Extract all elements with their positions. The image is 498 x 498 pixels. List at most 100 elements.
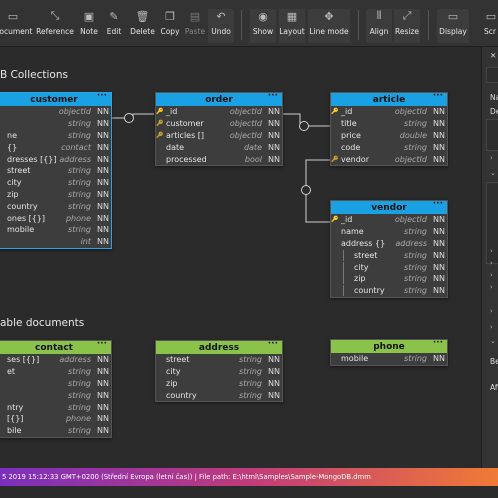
field-type: address <box>59 355 91 365</box>
entity-field-row[interactable]: ntry string NN <box>0 401 111 413</box>
entity-field-row[interactable]: country string NN <box>156 389 282 401</box>
display-button[interactable]: ▭ Display <box>437 9 469 43</box>
close-icon[interactable]: ✕ <box>490 51 497 60</box>
entity-field-row[interactable]: mobile string NN <box>331 353 447 365</box>
entity-customer[interactable]: customer ··· objectId NN string NN ne string NN… <box>0 91 112 249</box>
entity-field-row[interactable]: country string NN <box>331 285 447 297</box>
field-not-null: NN <box>97 119 109 129</box>
entity-field-row[interactable]: 🔑 _id objectId NN <box>331 106 447 118</box>
document-button[interactable]: ▭Document <box>0 9 33 37</box>
undo-button[interactable]: ↶ Undo <box>208 9 234 43</box>
delete-button[interactable]: 🗑 Delete <box>130 9 155 37</box>
field-type: string <box>68 178 91 188</box>
entity-field-row[interactable]: 🔑 customer objectId NN <box>156 118 282 130</box>
field-type: string <box>239 378 262 388</box>
panel-label-description: De <box>490 107 498 116</box>
entity-field-row[interactable]: string NN <box>0 118 111 130</box>
field-not-null: NN <box>268 119 280 129</box>
entity-field-row[interactable]: 🔑 vendor objectId NN <box>331 153 447 165</box>
more-icon[interactable]: ··· <box>96 339 107 349</box>
copy-button[interactable]: ❐ Copy <box>160 9 180 37</box>
relationship-marker <box>299 121 309 131</box>
chevron-right-icon[interactable]: › <box>490 307 493 315</box>
entity-field-row[interactable]: street string NN <box>331 249 447 261</box>
entity-address[interactable]: address ··· street string NN city string NN zip… <box>155 339 283 403</box>
entity-field-row[interactable]: price double NN <box>331 130 447 142</box>
entity-field-row[interactable]: city string NN <box>156 366 282 378</box>
panel-field[interactable] <box>486 119 498 151</box>
align-button[interactable]: ⫴ Align <box>366 9 392 43</box>
entity-field-row[interactable]: ses [{}] address NN <box>0 354 111 366</box>
entity-phone[interactable]: phone ··· mobile string NN <box>330 338 448 366</box>
chevron-right-icon[interactable]: › <box>490 247 493 255</box>
entity-field-row[interactable]: zip string NN <box>156 378 282 390</box>
paste-button[interactable]: ▤ Paste <box>184 9 206 37</box>
entity-field-row[interactable]: dresses [{}] address NN <box>0 153 111 165</box>
entity-field-row[interactable]: processed bool NN <box>156 153 282 165</box>
entity-field-row[interactable]: 🔑 articles [] objectId NN <box>156 130 282 142</box>
entity-field-row[interactable]: ones [{}] phone NN <box>0 212 111 224</box>
chevron-down-icon[interactable]: ⌄ <box>490 169 496 177</box>
entity-field-row[interactable]: et string NN <box>0 366 111 378</box>
field-not-null: NN <box>433 119 445 129</box>
entity-field-row[interactable]: 🔑 _id objectId NN <box>331 214 447 226</box>
more-icon[interactable]: ··· <box>432 199 443 209</box>
layout-button[interactable]: ▦ Layout <box>279 9 305 43</box>
entity-field-row[interactable]: name string NN <box>331 226 447 238</box>
more-icon[interactable]: ··· <box>267 339 278 349</box>
chevron-down-icon[interactable]: ⌄ <box>490 337 496 345</box>
field-type: string <box>68 201 91 211</box>
reference-icon: ⤡ <box>50 9 60 22</box>
note-button[interactable]: ▣ Note <box>80 9 98 37</box>
entity-field-row[interactable]: city string NN <box>0 177 111 189</box>
more-icon[interactable]: ··· <box>96 91 107 101</box>
entity-field-row[interactable]: [{}] phone NN <box>0 413 111 425</box>
entity-article[interactable]: article ··· 🔑 _id objectId NN title string NN pr… <box>330 91 448 166</box>
resize-button[interactable]: ⤢ Resize <box>394 9 420 43</box>
field-type: int <box>80 237 91 247</box>
entity-field-row[interactable]: zip string NN <box>331 273 447 285</box>
chevron-right-icon[interactable]: › <box>490 283 493 291</box>
entity-field-row[interactable]: ne string NN <box>0 130 111 142</box>
entity-field-row[interactable]: objectId NN <box>0 106 111 118</box>
entity-field-row[interactable]: int NN <box>0 236 111 248</box>
chevron-right-icon[interactable]: › <box>490 154 493 162</box>
entity-field-row[interactable]: 🔑 _id objectId NN <box>156 106 282 118</box>
entity-field-row[interactable]: title string NN <box>331 118 447 130</box>
entity-field-row[interactable]: street string NN <box>0 165 111 177</box>
more-icon[interactable]: ··· <box>432 338 443 348</box>
field-name: country <box>7 201 38 211</box>
entity-field-row[interactable]: country string NN <box>0 200 111 212</box>
entity-vendor[interactable]: vendor ··· 🔑 _id objectId NN name string NN addr… <box>330 199 448 298</box>
entity-field-row[interactable]: bile string NN <box>0 425 111 437</box>
chevron-right-icon[interactable]: › <box>490 323 493 331</box>
chevron-right-icon[interactable]: › <box>490 259 493 267</box>
entity-field-row[interactable]: mobile string NN <box>0 224 111 236</box>
panel-field[interactable] <box>486 67 498 83</box>
edit-button[interactable]: ✎ Edit <box>106 9 122 37</box>
entity-field-row[interactable]: string NN <box>0 378 111 390</box>
panel-field[interactable] <box>486 182 498 264</box>
entity-field-row[interactable]: {} contact NN <box>0 141 111 153</box>
show-button[interactable]: ◉ Show <box>250 9 276 43</box>
entity-field-row[interactable]: zip string NN <box>0 189 111 201</box>
field-not-null: NN <box>268 107 280 117</box>
entity-field-row[interactable]: string NN <box>0 389 111 401</box>
entity-field-row[interactable]: city string NN <box>331 261 447 273</box>
status-bar: 5 2019 15:12:33 GMT+0200 (Střední Evropa… <box>0 468 498 486</box>
field-name: [{}] <box>7 414 24 424</box>
screen-button[interactable]: ▭ Scr <box>484 9 497 37</box>
entity-order[interactable]: order ··· 🔑 _id objectId NN 🔑 customer objectId… <box>155 91 283 166</box>
entity-field-row[interactable]: street string NN <box>156 354 282 366</box>
entity-field-row[interactable]: code string NN <box>331 141 447 153</box>
entity-field-row[interactable]: date date NN <box>156 141 282 153</box>
entity-contact[interactable]: contact ··· ses [{}] address NN et string NN st… <box>0 339 112 438</box>
line-mode-button[interactable]: ✥ Line mode <box>308 9 350 43</box>
more-icon[interactable]: ··· <box>267 91 278 101</box>
field-type: string <box>68 189 91 199</box>
field-not-null: NN <box>97 402 109 412</box>
reference-button[interactable]: ⤡ Reference <box>36 9 74 36</box>
more-icon[interactable]: ··· <box>432 91 443 101</box>
chevron-right-icon[interactable]: › <box>490 271 493 279</box>
entity-field-row[interactable]: address {} address NN <box>331 238 447 250</box>
